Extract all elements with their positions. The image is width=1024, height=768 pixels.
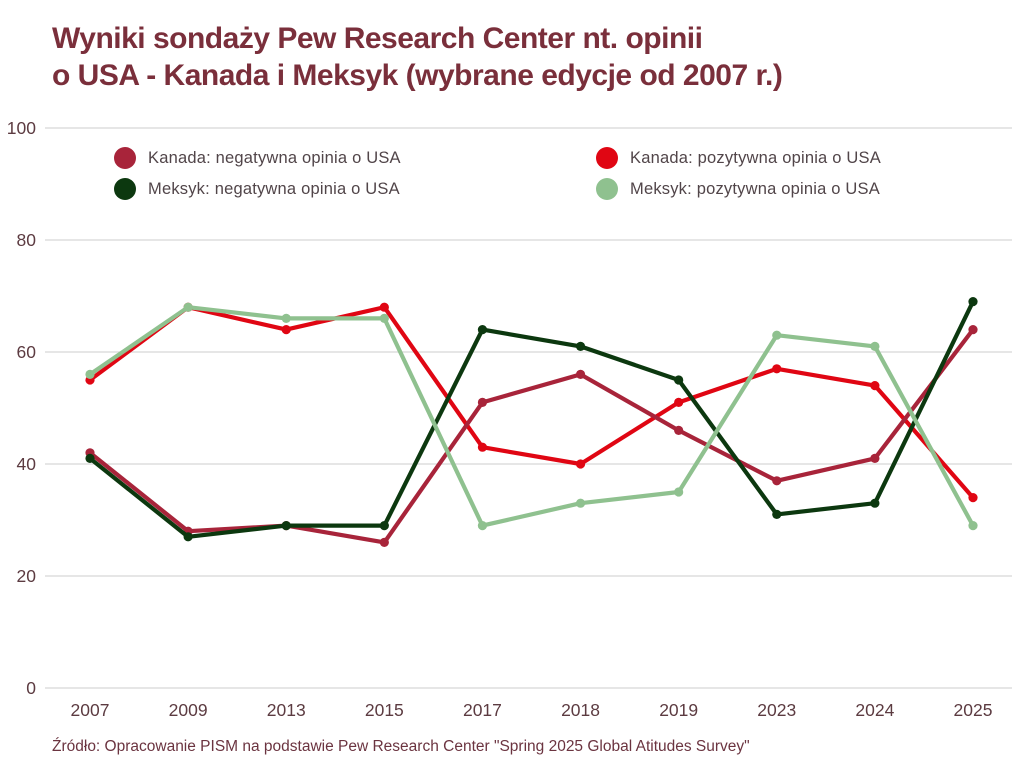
x-tick-label-2013: 2013 <box>267 700 306 720</box>
legend-item-kanada-negatywna: Kanada: negatywna opinia o USA <box>114 146 401 170</box>
data-point <box>575 341 586 351</box>
chart-title-line2: o USA - Kanada i Meksyk (wybrane edycje … <box>52 59 783 92</box>
data-point <box>968 297 978 307</box>
legend-item-meksyk-pozytywna: Meksyk: pozytywna opinia o USA <box>596 177 880 201</box>
data-point <box>772 364 782 374</box>
data-point <box>968 325 978 335</box>
data-point <box>281 325 291 335</box>
y-tick-label-100: 100 <box>7 118 36 138</box>
series-2 <box>85 297 978 542</box>
series-line-2 <box>87 299 976 539</box>
legend-dot-kanada-negatywna-icon <box>114 147 136 169</box>
data-point <box>674 425 684 435</box>
x-tick-label-2015: 2015 <box>365 700 404 720</box>
legend-item-meksyk-negatywna: Meksyk: negatywna opinia o USA <box>114 177 400 201</box>
data-point <box>772 330 782 340</box>
series-line-3 <box>87 305 976 528</box>
data-point <box>870 341 880 351</box>
data-point <box>85 369 95 379</box>
series-line-0 <box>87 327 976 545</box>
y-tick-label-40: 40 <box>17 454 37 474</box>
y-tick-label-0: 0 <box>26 678 36 698</box>
y-tick-label-80: 80 <box>17 230 37 250</box>
chart-title-line1: Wyniki sondaży Pew Research Center nt. o… <box>52 22 703 55</box>
data-point <box>968 521 978 531</box>
series-1 <box>85 302 978 503</box>
y-tick-label-60: 60 <box>17 342 37 362</box>
series-3 <box>85 302 978 531</box>
data-point <box>477 397 488 407</box>
legend-dot-meksyk-negatywna-icon <box>114 178 136 200</box>
data-point <box>281 521 291 531</box>
data-point <box>379 313 389 323</box>
legend-label-meksyk-pozytywna: Meksyk: pozytywna opinia o USA <box>630 179 880 198</box>
data-point <box>281 313 291 323</box>
data-point <box>575 498 586 508</box>
data-point <box>674 397 684 407</box>
legend-dot-meksyk-pozytywna-icon <box>596 178 618 200</box>
legend-label-kanada-negatywna: Kanada: negatywna opinia o USA <box>148 148 401 167</box>
series-line-1 <box>87 305 976 500</box>
series-0 <box>85 325 978 548</box>
data-point <box>674 375 684 385</box>
data-point <box>379 537 389 548</box>
x-tick-label-2009: 2009 <box>169 700 208 720</box>
y-tick-label-20: 20 <box>17 566 37 586</box>
data-point <box>674 487 684 497</box>
source-note: Źródło: Opracowanie PISM na podstawie Pe… <box>52 738 750 755</box>
legend-dot-kanada-pozytywna-icon <box>596 147 618 169</box>
x-tick-label-2018: 2018 <box>561 700 600 720</box>
data-point <box>183 302 193 312</box>
x-tick-label-2019: 2019 <box>659 700 698 720</box>
legend-label-meksyk-negatywna: Meksyk: negatywna opinia o USA <box>148 179 400 198</box>
data-point <box>379 521 389 531</box>
data-point <box>575 369 586 379</box>
y-axis-tick-labels: 0 20 40 60 80 100 <box>7 118 36 698</box>
x-tick-label-2017: 2017 <box>463 700 502 720</box>
data-point <box>183 532 193 542</box>
x-tick-label-2025: 2025 <box>954 700 993 720</box>
data-point <box>870 498 880 508</box>
data-point <box>968 493 978 503</box>
data-point <box>772 476 782 486</box>
gridlines <box>45 127 1012 689</box>
data-point <box>870 381 880 391</box>
x-tick-label-2024: 2024 <box>855 700 894 720</box>
x-tick-label-2023: 2023 <box>757 700 796 720</box>
data-point <box>772 509 782 519</box>
data-point <box>575 459 586 469</box>
x-tick-label-2007: 2007 <box>71 700 110 720</box>
data-point <box>85 453 95 463</box>
legend-item-kanada-pozytywna: Kanada: pozytywna opinia o USA <box>596 146 881 170</box>
x-axis-tick-labels: 2007 2009 2013 2015 2017 2018 2019 2023 2024 2025 <box>71 700 993 720</box>
data-point <box>379 302 389 312</box>
data-point <box>477 325 488 335</box>
legend-label-kanada-pozytywna: Kanada: pozytywna opinia o USA <box>630 148 881 167</box>
data-point <box>870 453 880 463</box>
data-point <box>477 521 488 531</box>
chart-title: Wyniki sondaży Pew Research Center nt. o… <box>52 20 783 94</box>
data-point <box>477 442 488 452</box>
